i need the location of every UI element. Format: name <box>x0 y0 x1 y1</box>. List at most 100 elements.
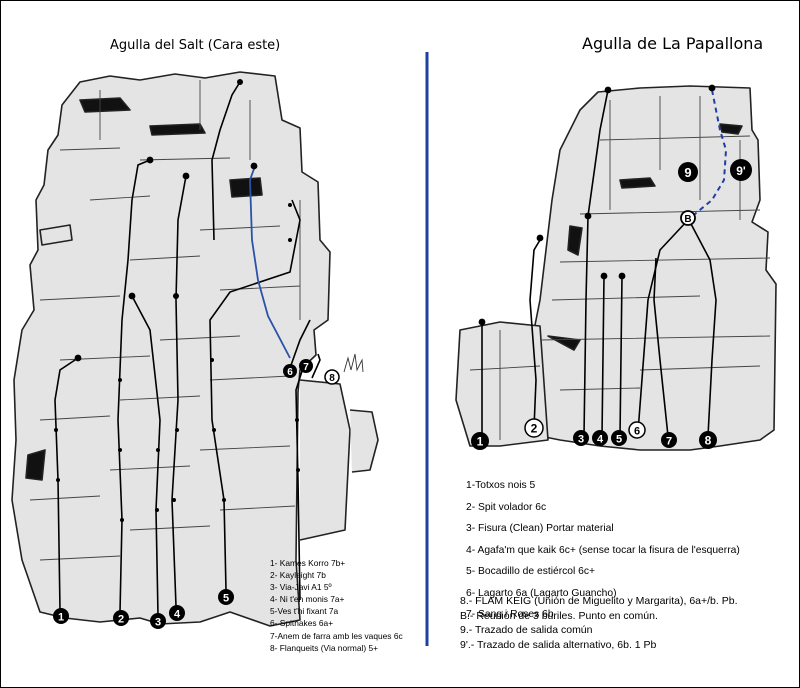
right-rock-main <box>529 85 777 451</box>
right-route-4 <box>601 275 605 437</box>
left-topo-title: Agulla del Salt (Cara este) <box>110 38 281 53</box>
right-rock-ledge <box>619 177 656 189</box>
legend-item: 3- Fisura (Clean) Portar material <box>466 523 614 534</box>
grass-tuft <box>343 353 364 373</box>
right-marker-label-5: 5 <box>616 434 622 446</box>
left-marker-label-5: 5 <box>223 593 229 605</box>
legend-note: 8.- FLAM KEIG (Unión de Miguelito y Marg… <box>460 595 738 607</box>
left-rock-texture <box>29 80 301 561</box>
right-marker-3 <box>573 430 589 446</box>
legend-item: 4- Agafa'm que kaik 6c+ (sense tocar la … <box>466 544 740 556</box>
right-marker-4 <box>592 430 608 446</box>
right-marker-label-2: 2 <box>531 422 538 436</box>
right-route-6 <box>637 219 689 433</box>
right-rock-left-block <box>455 321 549 447</box>
left-marker-label-4: 4 <box>174 609 181 621</box>
right-marker-label-6: 6 <box>634 426 640 438</box>
left-route-8 <box>311 353 321 379</box>
right-marker-1 <box>471 432 489 450</box>
left-marker-2 <box>113 610 129 626</box>
legend-item: 6- Spitnakes 6a+ <box>270 618 334 629</box>
left-marker-label-7: 7 <box>303 362 309 373</box>
left-route-markers <box>53 359 340 629</box>
left-marker-1 <box>53 608 69 624</box>
legend-item: 2- Spit volador 6c <box>466 501 547 513</box>
right-marker-5 <box>611 430 627 446</box>
right-marker-2 <box>524 418 544 438</box>
right-marker-label-9: 9 <box>684 165 691 180</box>
right-route-8 <box>689 221 717 437</box>
left-route-legend: 1- Kames Korro 7b+ 2- Kayleight 7b 3- Vi… <box>270 557 403 654</box>
left-rock-ledge <box>229 177 263 198</box>
right-marker-label-3: 3 <box>578 434 584 446</box>
left-marker-4 <box>169 605 185 621</box>
left-rock-ledge <box>25 449 46 481</box>
left-marker-label-6: 6 <box>287 367 293 378</box>
right-marker-7 <box>661 432 677 448</box>
left-route-4 <box>171 175 187 607</box>
right-route-5 <box>619 275 623 437</box>
right-marker-b <box>680 210 696 226</box>
legend-item: 6- Lagarto 6a (Lagarto Guancho) <box>466 587 617 599</box>
left-route-bolts <box>54 79 300 522</box>
left-route-2 <box>117 159 151 613</box>
right-rock <box>455 85 777 451</box>
right-marker-label-1: 1 <box>477 435 484 449</box>
legend-item: 1-Totxos nois 5 <box>466 480 536 491</box>
left-rock-side-block <box>349 409 379 473</box>
left-route-highlight <box>249 165 291 359</box>
right-notes-legend: 8.- FLAM KEIG (Unión de Miguelito y Marg… <box>460 594 738 652</box>
legend-item: 3- Via-Javi A1 5º <box>270 582 332 593</box>
legend-item: 1- Kames Korro 7b+ <box>270 558 346 568</box>
legend-item: 5- Bocadillo de estiércol 6c+ <box>466 566 596 577</box>
left-route-7 <box>295 367 304 601</box>
right-marker-9 <box>678 162 698 182</box>
right-marker-label-4: 4 <box>597 434 604 446</box>
left-route-1 <box>54 357 79 611</box>
right-route-2 <box>529 239 541 429</box>
left-rock-side-block <box>299 379 351 541</box>
legend-note: B.- Reunión de 3 buriles. Punto en común… <box>460 609 658 622</box>
left-marker-label-3: 3 <box>155 617 161 629</box>
left-route-top <box>211 81 241 241</box>
left-marker-label-8: 8 <box>329 373 335 384</box>
legend-item: 2- Kayleight 7b <box>270 570 326 581</box>
right-rock-ledge <box>719 123 743 135</box>
right-marker-label-9-prime: 9' <box>736 164 746 178</box>
legend-item: 5-Ves t'hi fixant 7a <box>270 606 339 617</box>
right-route-bolts <box>478 84 716 326</box>
left-rock-ledge <box>79 97 131 113</box>
marker-labels: 1 2 3 4 5 6 7 8 1 2 3 4 5 6 7 8 9 9' B <box>58 164 746 629</box>
left-marker-5 <box>218 589 234 605</box>
right-marker-6 <box>628 421 646 439</box>
left-route-lines <box>54 81 321 616</box>
right-route-legend: 1-Totxos nois 5 2- Spit volador 6c 3- Fi… <box>466 475 740 626</box>
legend-note: 9'.- Trazado de salida alternativo, 6b. … <box>460 638 657 651</box>
legend-item: 8- Flanqueits (Via normal) 5+ <box>270 642 379 653</box>
left-rock-block <box>39 224 73 246</box>
legend-item: 4- Ni t'en monis 7a+ <box>270 594 345 605</box>
right-marker-8 <box>699 431 717 449</box>
right-marker-label-8: 8 <box>705 434 712 448</box>
left-rock <box>11 71 379 627</box>
legend-item: 7-Anem de farra amb les vaques 6c <box>270 630 403 641</box>
legend-item: 7- Sang i Roses 6b <box>466 609 554 620</box>
right-marker-9-prime <box>730 159 752 181</box>
left-marker-label-2: 2 <box>118 614 124 626</box>
right-route-7 <box>653 257 669 437</box>
left-route-3 <box>131 295 161 616</box>
left-marker-3 <box>150 613 166 629</box>
right-topo-title: Agulla de La Papallona <box>582 34 764 53</box>
left-marker-7 <box>299 359 313 373</box>
right-route-lines <box>481 89 717 438</box>
left-route-5 <box>209 199 301 591</box>
left-marker-label-1: 1 <box>58 612 64 624</box>
right-marker-label-b: B <box>684 214 691 225</box>
left-marker-8 <box>324 369 340 385</box>
right-rock-ledge <box>567 225 583 256</box>
right-route-markers <box>471 159 752 450</box>
right-route-9-prime <box>689 89 728 219</box>
right-marker-label-7: 7 <box>666 436 672 448</box>
left-route-6 <box>289 319 311 369</box>
